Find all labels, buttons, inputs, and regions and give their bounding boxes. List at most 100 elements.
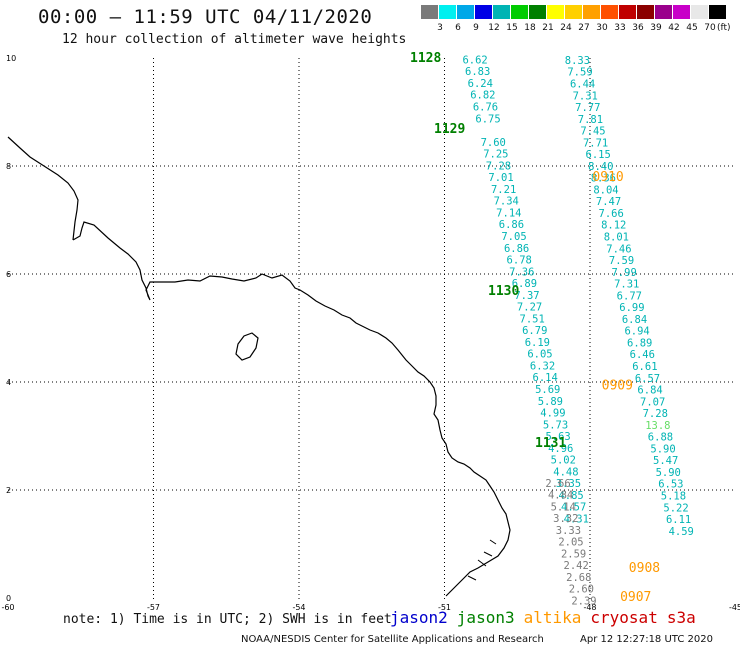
- color-scale-unit: (ft): [717, 23, 731, 33]
- wave-height-value: 7.47: [596, 196, 621, 208]
- color-scale-label: 18: [524, 23, 536, 33]
- color-scale-label: 45: [686, 23, 698, 33]
- wave-height-value: 3.33: [556, 525, 581, 537]
- wave-height-value: 2.66: [545, 478, 570, 490]
- wave-height-value: 7.37: [514, 290, 539, 302]
- color-scale-label: 6: [455, 23, 461, 33]
- wave-height-value: 7.66: [599, 208, 624, 220]
- wave-height-value: 6.84: [622, 314, 647, 326]
- wave-height-value: 6.24: [468, 78, 493, 90]
- island-1: [235, 332, 259, 361]
- wave-height-value: 5.90: [656, 467, 681, 479]
- wave-height-value: 13.8: [645, 420, 670, 432]
- credit-text: NOAA/NESDIS Center for Satellite Applica…: [241, 634, 544, 645]
- color-scale-label: 12: [488, 23, 500, 33]
- wave-height-value: 2.68: [566, 572, 591, 584]
- color-scale-label: 27: [578, 23, 590, 33]
- color-swatch: [583, 5, 600, 19]
- footer-note: note: 1) Time is in UTC; 2) SWH is in fe…: [63, 612, 392, 627]
- wave-height-value: 2.59: [561, 548, 586, 560]
- wave-height-value: 7.71: [583, 137, 608, 149]
- wave-height-value: 7.36: [509, 266, 534, 278]
- latitude-tick-label: 10: [6, 54, 16, 63]
- color-swatch: [529, 5, 546, 19]
- wave-height-value: 4.84: [548, 490, 573, 502]
- color-swatch: [709, 5, 726, 19]
- wave-height-value: 2.60: [569, 584, 594, 596]
- wave-height-value: 5.90: [650, 443, 675, 455]
- wave-height-value: 8.01: [604, 232, 629, 244]
- color-swatch: [421, 5, 438, 19]
- wave-height-value: 6.53: [658, 479, 683, 491]
- wave-height-value: 7.60: [481, 137, 506, 149]
- pass-time-label: 0910: [592, 170, 623, 185]
- wave-height-value: 5.18: [661, 491, 686, 503]
- river-mouth: [467, 539, 497, 581]
- wave-height-value: 6.32: [530, 360, 555, 372]
- wave-height-value: 6.86: [504, 243, 529, 255]
- longitude-tick-label: -57: [147, 603, 160, 612]
- legend-item-cryosat: cryosat: [590, 608, 658, 627]
- pass-time-label: 1130: [488, 284, 519, 299]
- wave-height-value: 7.59: [567, 67, 592, 79]
- pass-time-label: 0909: [602, 379, 633, 394]
- legend-item-jason2: jason2: [390, 608, 448, 627]
- wave-height-value: 6.88: [648, 432, 673, 444]
- wave-height-value: 4.59: [669, 526, 694, 538]
- latitude-tick-label: 0: [6, 594, 11, 603]
- color-swatch: [511, 5, 528, 19]
- longitude-tick-label: -45: [729, 603, 740, 612]
- color-scale-label: 15: [506, 23, 518, 33]
- wave-height-value: 6.86: [499, 219, 524, 231]
- map-grid: [8, 58, 736, 600]
- wave-height-value: 7.25: [483, 149, 508, 161]
- wave-height-value: 7.28: [486, 160, 511, 172]
- wave-height-value: 6.44: [570, 78, 595, 90]
- wave-height-value: 7.27: [517, 302, 542, 314]
- wave-height-value: 6.78: [507, 255, 532, 267]
- wave-height-value: 6.46: [630, 349, 655, 361]
- wave-height-value: 7.31: [573, 90, 598, 102]
- wave-height-value: 5.63: [545, 431, 570, 443]
- latitude-tick-label: 4: [6, 378, 11, 387]
- wave-height-value: 2.42: [564, 560, 589, 572]
- legend-item-jason3: jason3: [456, 608, 515, 627]
- color-swatch: [475, 5, 492, 19]
- color-swatch: [655, 5, 672, 19]
- wave-height-value: 7.81: [578, 114, 603, 126]
- wave-height-value: 4.85: [558, 490, 583, 502]
- wave-height-value: 6.89: [512, 278, 537, 290]
- color-swatch: [493, 5, 510, 19]
- wave-height-value: 6.05: [527, 349, 552, 361]
- wave-height-value: 6.14: [533, 372, 558, 384]
- wave-height-value: 4.57: [561, 502, 586, 514]
- wave-height-value: 2.39: [571, 595, 596, 607]
- wave-height-value: 6.57: [635, 373, 660, 385]
- wave-height-value: 7.46: [606, 243, 631, 255]
- color-scale-label: 36: [632, 23, 644, 33]
- color-swatch: [619, 5, 636, 19]
- wave-height-value: 6.79: [522, 325, 547, 337]
- wave-height-value: 7.45: [580, 126, 605, 138]
- wave-height-value: 6.62: [462, 54, 487, 66]
- wave-height-value: 6.99: [619, 302, 644, 314]
- wave-height-value: 6.19: [525, 337, 550, 349]
- wave-height-value: 7.14: [496, 207, 521, 219]
- wave-height-value: 5.73: [543, 419, 568, 431]
- color-scale-label: 33: [614, 23, 626, 33]
- wave-height-value: 6.11: [666, 514, 691, 526]
- color-scale-label: 3: [437, 23, 443, 33]
- wave-height-value: 7.31: [614, 279, 639, 291]
- wave-height-value: 7.99: [611, 267, 636, 279]
- pass-time-label: 1128: [410, 51, 441, 66]
- wave-height-value: 7.05: [501, 231, 526, 243]
- color-swatch: [565, 5, 582, 19]
- color-scale-label: 70: [704, 23, 716, 33]
- wave-height-value: 6.89: [627, 337, 652, 349]
- color-scale-label: 42: [668, 23, 680, 33]
- chart-title: 00:00 – 11:59 UTC 04/11/2020: [38, 6, 373, 28]
- legend-item-altika: altika: [523, 608, 582, 627]
- wave-height-value: 5.22: [663, 502, 688, 514]
- wave-height-value: 5.47: [653, 455, 678, 467]
